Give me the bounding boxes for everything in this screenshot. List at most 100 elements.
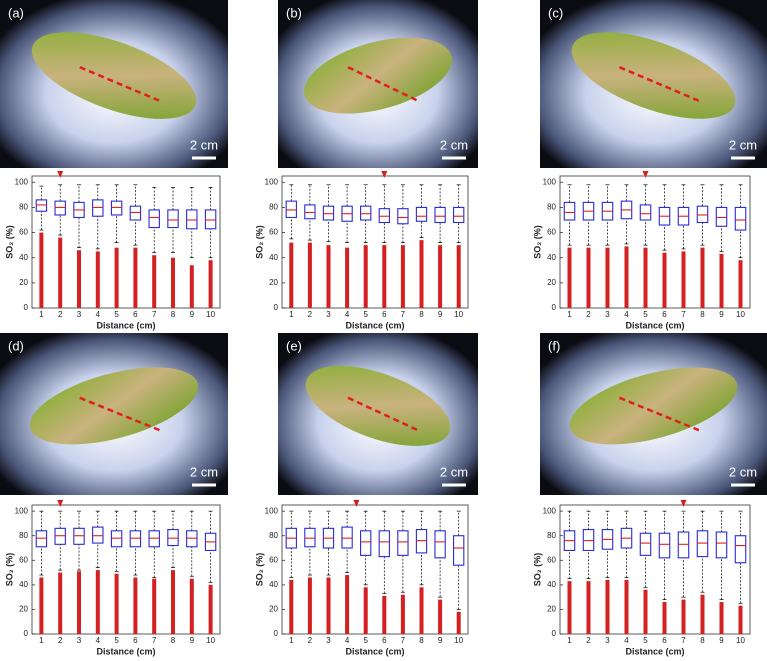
path-arrow: [347, 396, 419, 432]
outliers: [624, 246, 629, 308]
x-axis-label: Distance (cm): [345, 646, 404, 656]
x-tick-label: 5: [114, 636, 119, 645]
outliers: [681, 251, 686, 308]
outliers: [456, 611, 461, 634]
x-axis-label: Distance (cm): [625, 646, 684, 656]
outliers: [208, 584, 213, 634]
outliers: [719, 253, 724, 308]
x-tick-label: 6: [382, 636, 387, 645]
box: [415, 206, 428, 222]
x-tick-label: 1: [567, 310, 572, 319]
box: [563, 201, 576, 221]
x-axis-label: Distance (cm): [96, 646, 155, 656]
outliers: [152, 255, 157, 308]
outliers: [289, 242, 294, 308]
x-tick-label: 7: [152, 310, 157, 319]
x-tick-label: 1: [39, 636, 44, 645]
path-arrow: [618, 66, 700, 102]
outliers: [152, 578, 157, 634]
outliers: [95, 570, 100, 634]
outliers: [133, 577, 138, 634]
x-axis-label: Distance (cm): [345, 320, 404, 330]
box: [434, 206, 446, 224]
box: [658, 532, 671, 559]
box: [204, 209, 217, 230]
box: [54, 200, 66, 216]
scale-bar-label: 2 cm: [190, 464, 218, 479]
y-tick-label: 100: [265, 177, 279, 186]
outliers: [586, 581, 591, 634]
plot-frame: [31, 175, 221, 309]
outliers: [39, 577, 44, 634]
x-tick-label: 6: [662, 310, 667, 319]
box: [360, 530, 372, 556]
y-axis-label: SO₂ (%): [4, 225, 14, 259]
y-axis-label: SO₂ (%): [532, 225, 542, 259]
position-marker: [381, 171, 388, 178]
path-arrow: [618, 396, 700, 432]
x-tick-label: 2: [308, 310, 313, 319]
x-tick-label: 7: [681, 636, 686, 645]
x-tick-label: 7: [152, 636, 157, 645]
box: [186, 209, 198, 230]
box: [677, 531, 690, 559]
x-tick-label: 3: [77, 310, 82, 319]
y-tick-label: 80: [547, 203, 556, 212]
y-tick-label: 100: [15, 506, 29, 515]
outliers: [738, 260, 743, 308]
outliers: [363, 245, 368, 308]
y-tick-label: 0: [552, 303, 557, 312]
outliers: [624, 579, 629, 634]
outliers: [419, 587, 424, 634]
x-axis-label: Distance (cm): [625, 320, 684, 330]
box: [715, 206, 728, 227]
box: [285, 200, 297, 219]
box: [92, 526, 104, 544]
y-tick-label: 20: [547, 278, 556, 287]
y-tick-label: 40: [19, 580, 28, 589]
outliers: [586, 247, 591, 308]
outliers: [738, 605, 743, 634]
outliers: [171, 257, 175, 308]
x-tick-label: 5: [114, 310, 119, 319]
x-tick-label: 8: [171, 636, 176, 645]
outliers: [189, 265, 194, 308]
y-axis-label: SO₂ (%): [254, 225, 264, 259]
y-tick-label: 0: [274, 303, 279, 312]
outliers: [133, 247, 138, 308]
y-tick-label: 20: [19, 605, 28, 614]
plot-frame: [281, 175, 469, 309]
box: [397, 530, 409, 556]
box: [582, 529, 595, 552]
box: [110, 200, 123, 216]
tissue: [31, 32, 197, 119]
x-tick-label: 1: [289, 310, 294, 319]
outliers: [456, 245, 461, 308]
y-tick-label: 40: [547, 580, 556, 589]
box: [129, 205, 142, 221]
x-tick-label: 8: [419, 636, 424, 645]
x-tick-label: 3: [605, 636, 610, 645]
outliers: [171, 570, 175, 634]
x-tick-label: 6: [382, 310, 387, 319]
scale-bar-label: 2 cm: [440, 137, 468, 152]
y-tick-label: 20: [269, 278, 278, 287]
y-tick-label: 0: [24, 303, 29, 312]
x-tick-label: 9: [438, 636, 443, 645]
y-tick-label: 0: [552, 629, 557, 638]
x-tick-label: 4: [96, 636, 101, 645]
box: [148, 209, 160, 229]
x-tick-label: 5: [363, 636, 368, 645]
outliers: [77, 250, 81, 308]
y-tick-label: 40: [269, 253, 278, 262]
x-tick-label: 3: [326, 310, 331, 319]
outliers: [58, 572, 63, 634]
box: [129, 530, 142, 548]
box: [453, 535, 465, 566]
outliers: [326, 245, 331, 308]
tissue: [571, 32, 736, 119]
box: [696, 205, 709, 224]
path-arrow: [79, 396, 161, 432]
outliers: [400, 245, 405, 308]
